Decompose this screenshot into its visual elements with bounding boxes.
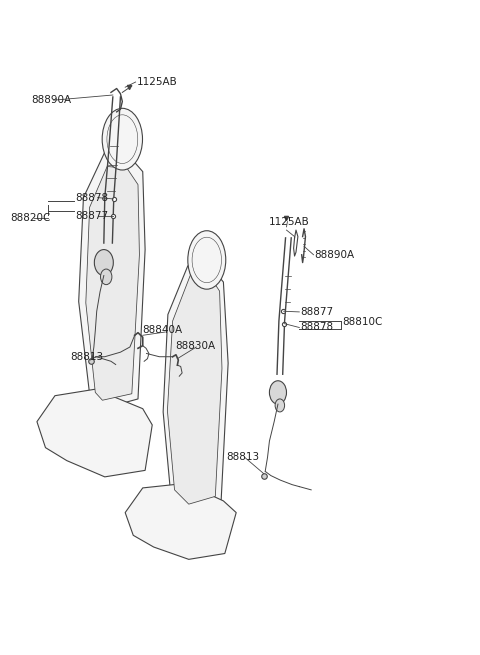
Polygon shape [168, 276, 222, 504]
Text: 88813: 88813 [71, 352, 104, 362]
Polygon shape [37, 389, 152, 477]
Text: 1125AB: 1125AB [137, 77, 177, 87]
Ellipse shape [188, 231, 226, 290]
Text: 88830A: 88830A [175, 341, 215, 350]
Text: 88820C: 88820C [10, 214, 50, 223]
Text: 88890A: 88890A [314, 250, 355, 260]
Text: 88878: 88878 [301, 322, 334, 333]
Text: 88877: 88877 [75, 211, 108, 221]
Circle shape [269, 381, 287, 404]
Circle shape [275, 399, 285, 412]
Circle shape [95, 250, 113, 276]
Circle shape [100, 269, 112, 285]
Text: 1125AB: 1125AB [268, 217, 309, 227]
Ellipse shape [102, 108, 143, 170]
Polygon shape [79, 152, 145, 409]
Text: 88813: 88813 [226, 453, 259, 462]
Polygon shape [125, 483, 236, 559]
Text: 88840A: 88840A [143, 325, 183, 335]
Polygon shape [163, 266, 228, 510]
Text: 88877: 88877 [301, 307, 334, 317]
Text: 88890A: 88890A [31, 95, 72, 105]
Polygon shape [86, 166, 139, 400]
Text: 88810C: 88810C [342, 317, 383, 328]
Text: 88878: 88878 [75, 193, 108, 202]
